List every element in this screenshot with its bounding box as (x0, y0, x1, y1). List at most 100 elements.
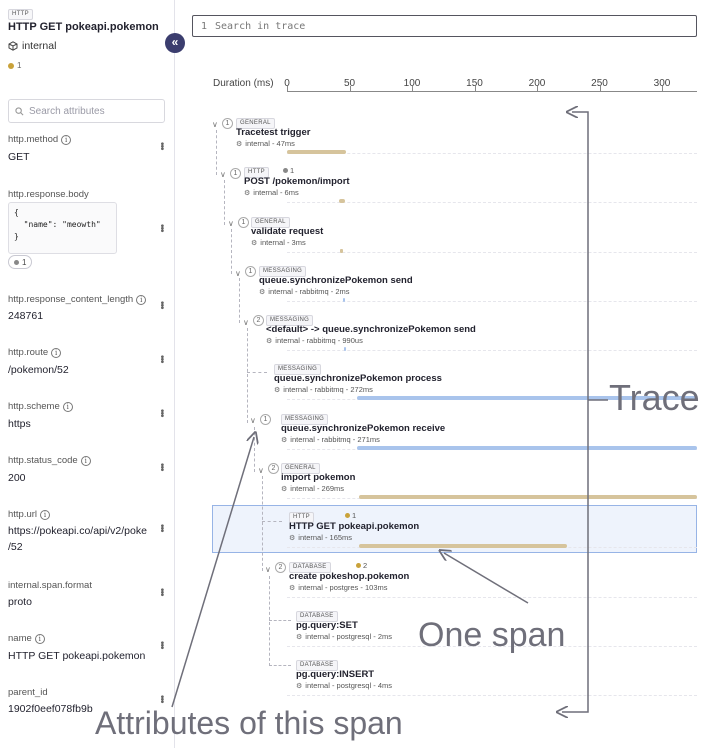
span-name[interactable]: queue.synchronizePokemon receive (281, 423, 446, 434)
duration-tick-label: 0 (284, 78, 290, 89)
span-name[interactable]: queue.synchronizePokemon send (259, 275, 413, 286)
attr-menu-icon[interactable]: ••• (156, 355, 167, 363)
attributes-arrow (171, 437, 254, 708)
trace-search-input[interactable] (215, 20, 675, 32)
attr-menu-icon[interactable]: ••• (156, 301, 167, 309)
span-name[interactable]: create pokeshop.pokemon (289, 571, 410, 582)
duration-tick-label: 150 (466, 78, 483, 89)
info-icon[interactable]: i (136, 294, 147, 305)
span-meta-label: internal - 47ms (245, 139, 295, 148)
attr-value-http-status-code: 200 (8, 472, 26, 484)
span-meta: ⚙ internal - rabbitmq - 990us (266, 336, 363, 345)
span-check-count-label: 1 (352, 511, 357, 520)
span-track (287, 350, 697, 351)
duration-axis (287, 91, 697, 92)
duration-tick-label: 50 (343, 78, 356, 89)
attr-key-http-response-body: http.response.body (8, 189, 89, 200)
tree-connector (262, 476, 263, 571)
duration-tick-mark (349, 86, 351, 91)
info-icon[interactable]: i (62, 401, 73, 412)
info-icon[interactable]: i (61, 134, 72, 145)
span-children-count: 1 (260, 414, 271, 425)
attribute-search[interactable] (8, 99, 165, 123)
span-name[interactable]: <default> -> queue.synchronizePokemon se… (266, 324, 476, 335)
tree-connector (269, 576, 270, 666)
attr-menu-icon[interactable]: ••• (156, 224, 167, 232)
info-icon[interactable]: i (34, 633, 45, 644)
span-type-badge: MESSAGING (266, 315, 314, 326)
span-name[interactable]: validate request (251, 226, 324, 237)
service-icon: ⚙ (266, 337, 273, 345)
span-meta-label: internal - 6ms (253, 188, 299, 197)
span-duration-bar (357, 446, 697, 450)
span-name[interactable]: import pokemon (281, 472, 356, 483)
attr-value-http-route: /pokemon/52 (8, 364, 69, 376)
span-meta-label: internal - rabbitmq - 990us (275, 336, 363, 345)
attr-key-http-response-content-length: http.response_content_length i (8, 294, 147, 305)
span-name[interactable]: pg.query:INSERT (296, 669, 375, 680)
span-name[interactable]: pg.query:SET (296, 620, 358, 631)
chevron-down-icon[interactable]: ∨ (243, 318, 249, 327)
span-duration-bar (339, 199, 345, 203)
annotation-attributes: Attributes of this span (95, 705, 403, 741)
duration-tick-mark (474, 86, 476, 91)
service-icon: ⚙ (289, 534, 296, 542)
span-type-badge: MESSAGING (274, 364, 322, 375)
span-check-count-label: 1 (290, 166, 295, 175)
span-check-count: 1 (8, 61, 21, 70)
attr-menu-icon[interactable]: ••• (156, 695, 167, 703)
attr-menu-icon[interactable]: ••• (156, 142, 167, 150)
span-meta-label: internal - 269ms (290, 484, 345, 493)
tree-connector (269, 665, 291, 666)
span-children-count: 2 (253, 315, 264, 326)
span-check-count-label: 2 (363, 561, 368, 570)
attr-menu-icon[interactable]: ••• (156, 641, 167, 649)
span-name[interactable]: Tracetest trigger (236, 127, 311, 138)
attr-key-http-status-code: http.status_code i (8, 455, 91, 466)
one-span-arrow (444, 553, 529, 604)
duration-tick-mark (599, 86, 601, 91)
info-icon[interactable]: i (80, 455, 91, 466)
span-children-count: 2 (275, 562, 286, 573)
collapse-panel-button[interactable]: « (165, 33, 185, 53)
attr-value-http-url-continued: /52 (8, 541, 23, 553)
tree-connector (254, 427, 255, 472)
info-icon[interactable]: i (40, 509, 51, 520)
trace-search[interactable]: 1 (192, 15, 697, 37)
attr-value-parent-id: 1902f0eef078fb9b (8, 703, 93, 715)
chevron-down-icon[interactable]: ∨ (265, 565, 271, 574)
attr-value-http-scheme: https (8, 418, 31, 430)
span-meta: ⚙ internal - 165ms (289, 533, 352, 542)
attribute-search-input[interactable] (29, 105, 149, 117)
attr-menu-icon[interactable]: ••• (156, 409, 167, 417)
chevron-down-icon[interactable]: ∨ (220, 170, 226, 179)
span-meta-label: internal - rabbitmq - 2ms (268, 287, 350, 296)
span-name[interactable]: queue.synchronizePokemon process (274, 373, 442, 384)
attr-menu-icon[interactable]: ••• (156, 588, 167, 596)
span-track (287, 597, 697, 598)
span-meta-label: internal - 3ms (260, 238, 306, 247)
tree-connector (239, 278, 240, 323)
attr-menu-icon[interactable]: ••• (156, 524, 167, 532)
span-children-count: 1 (245, 266, 256, 277)
chevron-down-icon[interactable]: ∨ (235, 269, 241, 278)
span-name[interactable]: HTTP GET pokeapi.pokemon (289, 521, 420, 532)
span-track (287, 202, 697, 203)
span-name[interactable]: POST /pokemon/import (244, 176, 350, 187)
attr-menu-icon[interactable]: ••• (156, 463, 167, 471)
span-type-badge: DATABASE (289, 562, 331, 573)
chevron-down-icon[interactable]: ∨ (212, 120, 218, 129)
check-dot-icon (14, 259, 19, 265)
span-type-badge: GENERAL (236, 118, 275, 129)
chevron-down-icon[interactable]: ∨ (258, 466, 264, 475)
attr-value-http-url: https://pokeapi.co/api/v2/poke (8, 525, 147, 537)
chevron-down-icon[interactable]: ∨ (228, 219, 234, 228)
span-track (287, 153, 697, 154)
attr-check-chip[interactable]: 1 (8, 255, 33, 269)
chevron-down-icon[interactable]: ∨ (250, 416, 256, 425)
attr-value-http-response-body: { "name": "meowth" } (8, 202, 117, 254)
trace-bracket-arrow (562, 112, 589, 712)
check-dot-icon (345, 513, 350, 518)
info-icon[interactable]: i (51, 347, 62, 358)
span-duration-bar (359, 544, 567, 548)
